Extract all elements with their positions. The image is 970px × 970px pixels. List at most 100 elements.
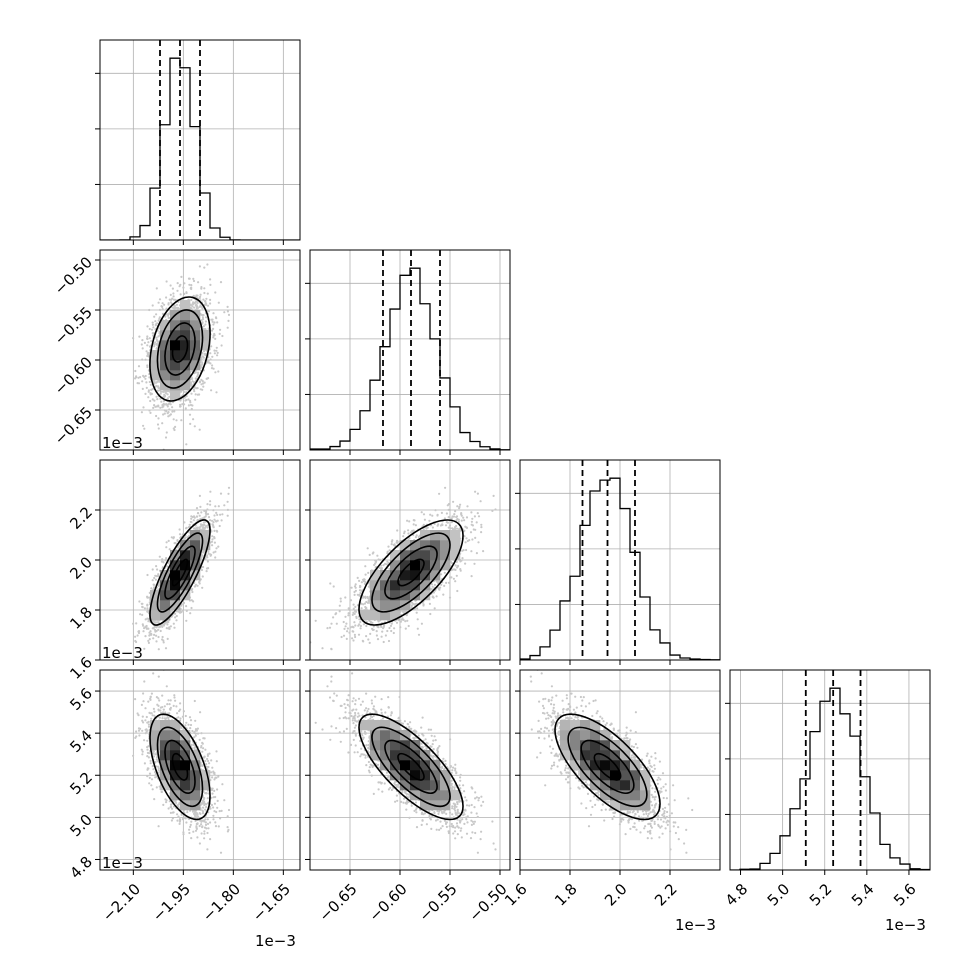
sample-point — [215, 349, 218, 352]
sample-point — [185, 291, 188, 294]
sample-point — [161, 302, 164, 305]
sample-point — [214, 337, 217, 340]
sample-point — [143, 341, 146, 344]
sample-point — [209, 500, 212, 503]
sample-point — [207, 550, 210, 553]
sample-point — [153, 576, 156, 580]
sample-point — [146, 573, 149, 577]
sample-point — [139, 613, 142, 616]
sample-point — [163, 412, 166, 415]
sample-point — [197, 371, 200, 375]
sample-point — [146, 365, 149, 369]
density-cell — [180, 330, 191, 341]
sample-point — [204, 323, 207, 326]
sample-point — [142, 630, 145, 633]
sample-point — [161, 635, 164, 639]
sample-point — [215, 317, 218, 320]
sample-point — [134, 369, 137, 373]
sample-point — [191, 404, 194, 407]
sample-point — [157, 417, 160, 420]
histogram-step — [100, 57, 300, 240]
sample-point — [212, 526, 215, 529]
sample-point — [158, 316, 161, 319]
sample-point — [218, 524, 221, 528]
sample-point — [226, 310, 229, 313]
sample-point — [157, 427, 160, 430]
sample-point — [221, 334, 224, 338]
sample-point — [145, 381, 148, 384]
sample-point — [155, 342, 158, 345]
sample-point — [167, 627, 170, 630]
sample-point — [163, 622, 166, 625]
sample-point — [135, 622, 138, 625]
sample-point — [201, 322, 204, 325]
sample-point — [200, 511, 203, 514]
sample-point — [226, 500, 229, 503]
sample-point — [140, 411, 143, 414]
sample-point — [167, 411, 170, 414]
sample-point — [199, 505, 202, 508]
sample-point — [203, 291, 206, 295]
sample-point — [157, 648, 160, 651]
sample-point — [155, 287, 158, 290]
sample-point — [201, 388, 204, 391]
sample-point — [175, 303, 178, 306]
sample-point — [172, 295, 175, 298]
sample-point — [168, 395, 171, 398]
sample-point — [188, 523, 191, 526]
sample-point — [146, 335, 149, 338]
sample-point — [150, 633, 153, 636]
contour-1 — [164, 322, 196, 376]
density-cell — [170, 380, 181, 391]
sample-point — [204, 300, 207, 303]
sample-point — [180, 419, 183, 422]
sample-point — [137, 631, 141, 635]
sample-point — [216, 519, 219, 522]
sample-point — [155, 381, 158, 384]
sample-point — [219, 513, 222, 516]
sample-point — [169, 625, 172, 628]
sample-point — [155, 626, 158, 629]
density-cell — [180, 380, 191, 391]
sample-point — [187, 398, 190, 401]
sample-point — [152, 406, 155, 409]
sample-point — [190, 284, 193, 287]
sample-point — [204, 328, 207, 331]
sample-point — [175, 419, 178, 422]
sample-point — [142, 424, 145, 427]
sample-point — [214, 291, 217, 294]
sample-point — [162, 561, 165, 564]
sample-point — [149, 383, 152, 386]
sample-point — [174, 425, 177, 428]
sample-point — [201, 380, 204, 383]
sample-point — [145, 350, 148, 353]
sample-point — [167, 403, 170, 406]
sample-point — [176, 289, 179, 292]
sample-point — [134, 635, 137, 638]
sample-point — [190, 515, 193, 518]
sample-point — [165, 541, 168, 544]
sample-point — [195, 294, 198, 297]
sample-point — [172, 536, 175, 539]
sample-point — [153, 382, 156, 385]
sample-point — [196, 387, 199, 390]
sample-point — [151, 398, 154, 401]
sample-point — [165, 627, 168, 630]
sample-point — [194, 585, 197, 588]
y-tick-label: −0.55 — [51, 303, 96, 348]
density-cell — [180, 310, 191, 321]
sample-point — [155, 414, 158, 418]
sample-point — [193, 425, 196, 428]
sample-point — [148, 308, 151, 312]
sample-point — [158, 380, 161, 383]
sample-point — [141, 387, 144, 390]
sample-point — [201, 361, 204, 364]
sample-point — [227, 319, 230, 322]
sample-point — [212, 327, 215, 330]
contour-2 — [156, 309, 204, 389]
sample-point — [218, 332, 221, 335]
y-tick-label: −0.60 — [51, 353, 96, 398]
y-tick-label: −0.65 — [51, 403, 96, 448]
sample-point — [189, 399, 192, 402]
